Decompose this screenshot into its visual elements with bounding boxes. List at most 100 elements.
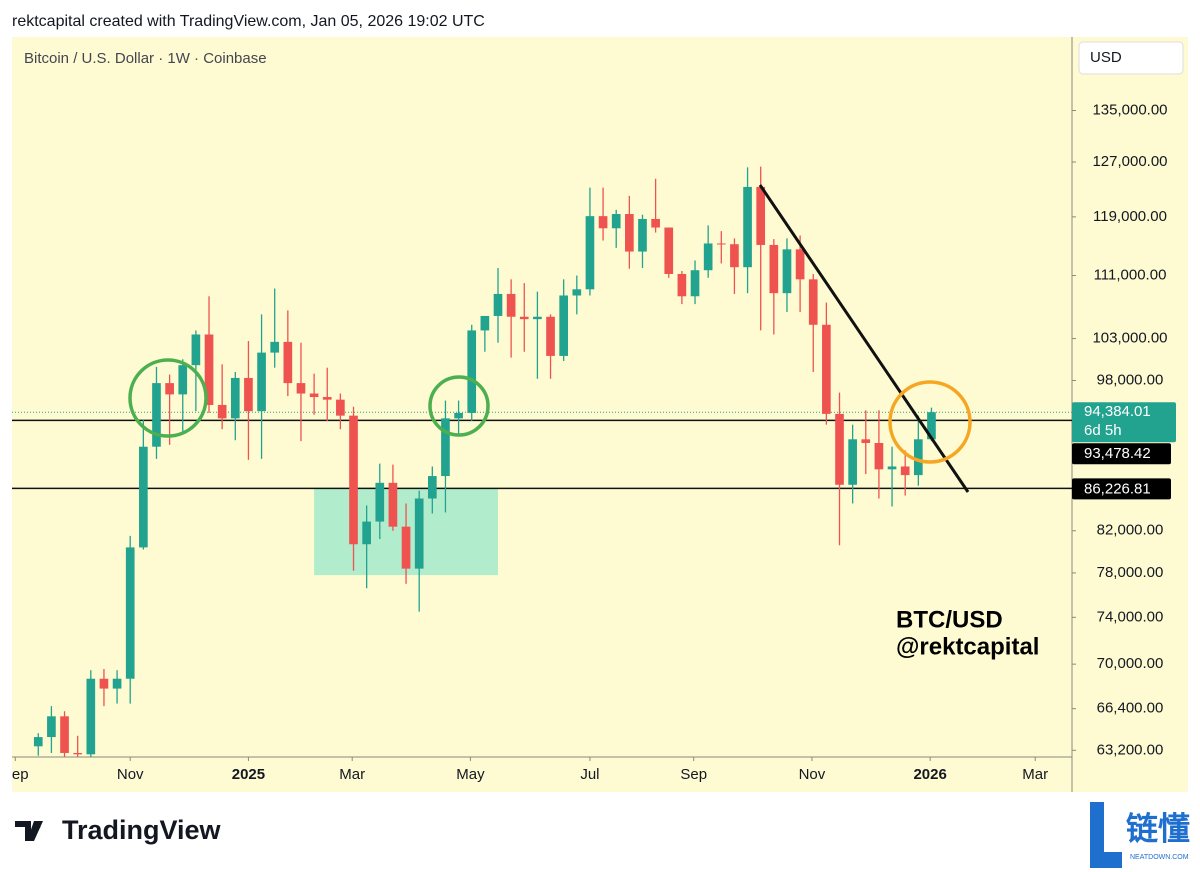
candle-body <box>322 397 332 400</box>
x-tick-label: Sep <box>2 766 29 783</box>
annotation: @rektcapital <box>896 633 1039 660</box>
candle-body <box>165 383 174 395</box>
candle-body <box>375 482 385 522</box>
candle-body <box>585 216 595 290</box>
candle-body <box>703 243 713 271</box>
candle-body <box>651 218 660 228</box>
y-tick-label: 111,000.00 <box>1094 266 1167 283</box>
candle-body <box>690 270 700 297</box>
candle-body <box>848 439 857 485</box>
candle-body <box>73 752 83 755</box>
chart-title: Bitcoin / U.S. Dollar · 1W · Coinbase <box>24 50 267 67</box>
candle-body <box>191 334 201 366</box>
candle-body <box>414 498 424 569</box>
candle-body <box>638 218 647 252</box>
candle-body <box>204 334 214 405</box>
currency[interactable]: USD <box>1090 49 1122 66</box>
chart-background <box>12 37 1188 792</box>
candle-body <box>152 383 161 447</box>
annotation: BTC/USD <box>896 606 1003 633</box>
candle-body <box>217 404 227 419</box>
candle-body <box>611 214 621 229</box>
y-tick-label: 78,000.00 <box>1097 564 1164 581</box>
x-tick-label: Mar <box>1022 766 1048 783</box>
watermark: 链懂 <box>1126 810 1190 846</box>
highlight-circle <box>428 375 490 437</box>
candle-body <box>244 377 253 412</box>
candle-body <box>572 289 582 296</box>
candle-body <box>454 412 463 419</box>
candle-body <box>913 439 923 476</box>
level-box <box>1072 478 1171 500</box>
candle-body <box>743 186 752 268</box>
candle-body <box>519 316 529 320</box>
x-tick-label: Sep <box>680 766 707 783</box>
y-tick-label: 135,000.00 <box>1092 101 1167 118</box>
candle-body <box>664 227 674 274</box>
candle-body <box>401 526 411 569</box>
candle-body <box>782 249 792 294</box>
level-label: 93,478.42 <box>1084 445 1151 462</box>
candle-body <box>546 316 555 356</box>
last-price-label: 94,384.01 <box>1084 403 1151 420</box>
candle-body <box>99 678 109 689</box>
x-tick-label: Mar <box>339 766 365 783</box>
brand-name: TradingView <box>62 815 222 845</box>
candle-body <box>598 216 608 229</box>
candle-body <box>60 716 69 753</box>
candle-body <box>625 214 634 252</box>
candle-body <box>112 678 122 689</box>
y-tick-label: 63,200.00 <box>1097 741 1164 758</box>
candle-body <box>861 439 871 443</box>
y-tick-label: 70,000.00 <box>1097 655 1164 672</box>
candle-body <box>441 418 450 477</box>
attribution: rektcapital created with TradingView.com… <box>12 13 485 30</box>
candle-body <box>309 393 319 398</box>
candle-body <box>230 377 240 419</box>
x-tick-label: Nov <box>799 766 826 783</box>
candle-body <box>677 273 687 297</box>
candle-body <box>283 341 293 384</box>
y-tick-label: 119,000.00 <box>1093 208 1167 225</box>
y-tick-label: 103,000.00 <box>1092 330 1167 347</box>
candle-body <box>480 315 490 331</box>
candle-body <box>874 442 884 470</box>
candle-body <box>388 482 398 527</box>
y-tick-label: 98,000.00 <box>1097 371 1164 388</box>
x-tick-label: May <box>456 766 485 783</box>
overlay <box>128 184 972 493</box>
y-tick-label: 127,000.00 <box>1092 153 1167 170</box>
x-tick-label: Nov <box>117 766 144 783</box>
candle-body <box>33 737 43 747</box>
x-tick-label: 2026 <box>913 766 946 783</box>
candle-body <box>822 324 831 414</box>
watermark-icon <box>1090 802 1122 868</box>
level-box <box>1072 443 1171 465</box>
candle-body <box>493 293 503 316</box>
x-axis: Sep Nov 2025 Mar May Jul Sep Nov 2026 Mar <box>2 757 1048 783</box>
candle-body <box>86 678 96 755</box>
candle-body <box>467 330 477 413</box>
candle-body <box>730 244 739 268</box>
candle-body <box>270 341 280 353</box>
candle-body <box>427 476 437 499</box>
level-label: 86,226.81 <box>1084 480 1151 497</box>
plot <box>12 166 1072 757</box>
candle-body <box>769 244 779 294</box>
highlight-circle <box>128 358 208 438</box>
y-tick-label: 66,400.00 <box>1097 700 1164 717</box>
last-price-box <box>1072 402 1176 443</box>
candle-body <box>756 186 766 245</box>
logo-icon <box>33 822 41 830</box>
candle-body <box>559 295 569 356</box>
candle-body <box>257 352 266 412</box>
candle-body <box>336 399 345 416</box>
candle-body <box>139 446 148 548</box>
watermark-site: NEATDOWN.COM <box>1130 854 1189 861</box>
candle-body <box>349 415 358 545</box>
candle-body <box>835 413 844 485</box>
candle-body <box>178 365 188 395</box>
currency-box[interactable] <box>1078 41 1184 75</box>
candle-body <box>900 466 910 476</box>
candle-body <box>125 547 135 679</box>
